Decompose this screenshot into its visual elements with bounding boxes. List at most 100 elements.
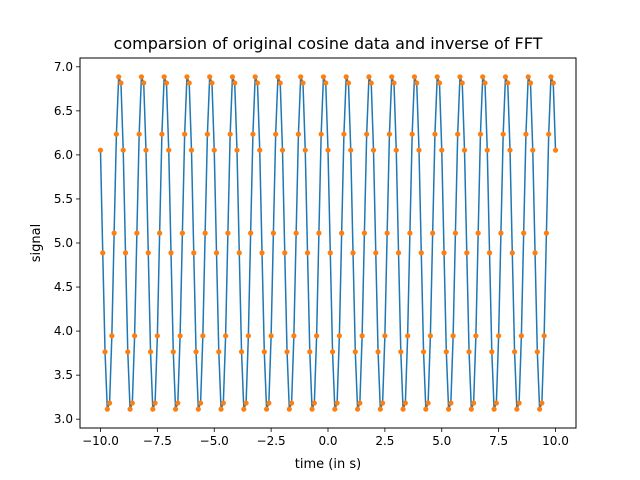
- series-point: [445, 406, 452, 412]
- series-point: [464, 250, 470, 256]
- y-tick-label: 5.0: [54, 236, 73, 250]
- series-point: [473, 333, 479, 339]
- series-point: [172, 406, 179, 412]
- series-point: [234, 147, 240, 153]
- series-point: [450, 333, 456, 339]
- series-point: [516, 400, 522, 406]
- series-point: [484, 147, 490, 153]
- series-point: [359, 333, 365, 339]
- series-point: [136, 131, 142, 137]
- series-point: [368, 80, 374, 86]
- series-point: [461, 147, 468, 153]
- series-point: [161, 74, 167, 80]
- series-point: [218, 406, 224, 412]
- series-point: [261, 349, 267, 355]
- series-point: [182, 131, 188, 137]
- series-point: [389, 74, 395, 80]
- series-point: [439, 147, 445, 153]
- series-point: [518, 333, 524, 339]
- series-point: [339, 230, 345, 236]
- series-point: [318, 131, 324, 137]
- series-point: [138, 74, 145, 80]
- chart-title: comparsion of original cosine data and i…: [114, 34, 543, 53]
- x-tick-label: 10.0: [542, 434, 569, 448]
- series-point: [241, 406, 247, 412]
- series-point: [197, 400, 204, 406]
- series-point: [534, 349, 540, 355]
- series-point: [448, 400, 454, 406]
- series-point: [500, 131, 506, 137]
- series-point: [163, 80, 170, 86]
- series-point: [525, 74, 531, 80]
- series-point: [416, 147, 422, 153]
- x-tick-label: −2.5: [257, 434, 286, 448]
- series-point: [523, 131, 529, 137]
- x-tick-label: 7.5: [489, 434, 508, 448]
- series-point: [345, 80, 352, 86]
- series-point: [120, 147, 126, 153]
- series-point: [441, 250, 447, 256]
- y-tick-label: 7.0: [54, 60, 73, 74]
- series-point: [286, 406, 292, 412]
- series-point: [125, 349, 131, 355]
- series-point: [405, 333, 411, 339]
- series-point: [118, 80, 124, 86]
- series-point: [207, 74, 213, 80]
- series-point: [266, 400, 272, 406]
- series-line: [99, 76, 557, 410]
- series-point: [323, 80, 329, 86]
- series-point: [111, 230, 117, 236]
- series-point: [468, 406, 474, 412]
- axes-frame: [79, 57, 577, 429]
- series-point: [386, 131, 393, 137]
- series-point: [380, 400, 386, 406]
- series-point: [452, 230, 459, 236]
- series-point: [284, 349, 290, 355]
- x-tick-label: −10.0: [82, 434, 119, 448]
- series-point: [530, 147, 536, 153]
- series-point: [430, 230, 436, 236]
- series-point: [509, 250, 515, 256]
- series-point: [423, 406, 429, 412]
- series-point: [402, 400, 408, 406]
- series-point: [220, 400, 226, 406]
- series-point: [166, 147, 172, 153]
- series-point: [466, 349, 472, 355]
- series-point: [291, 333, 297, 339]
- series-point: [459, 80, 465, 86]
- series-point: [177, 333, 183, 339]
- series-point: [334, 400, 340, 406]
- series-point: [377, 406, 383, 412]
- series-point: [188, 147, 195, 153]
- x-tick-label: 5.0: [432, 434, 451, 448]
- series-point: [282, 250, 288, 256]
- x-tick-label: −7.5: [143, 434, 172, 448]
- series-point: [150, 406, 156, 412]
- series-point: [145, 250, 151, 256]
- series-point: [200, 333, 206, 339]
- y-tick-label: 4.5: [54, 280, 73, 294]
- series-point: [293, 230, 299, 236]
- series-point: [332, 406, 338, 412]
- series-point: [186, 80, 192, 86]
- series-point: [157, 230, 163, 236]
- series-point: [348, 147, 354, 153]
- series-point: [236, 250, 242, 256]
- series-point: [243, 400, 249, 406]
- series-point: [521, 230, 527, 236]
- series-point: [486, 250, 493, 256]
- series-point: [489, 349, 495, 355]
- series-point: [502, 74, 509, 80]
- series-point: [350, 250, 356, 256]
- series-point: [329, 349, 336, 355]
- series-point: [152, 400, 158, 406]
- series-point: [314, 333, 320, 339]
- series-point: [505, 80, 511, 86]
- series-point: [100, 250, 106, 256]
- series-point: [320, 74, 327, 80]
- series-point: [211, 147, 217, 153]
- series-point: [311, 400, 317, 406]
- series-point: [127, 406, 133, 412]
- series-point: [109, 333, 115, 339]
- series-point: [477, 131, 484, 137]
